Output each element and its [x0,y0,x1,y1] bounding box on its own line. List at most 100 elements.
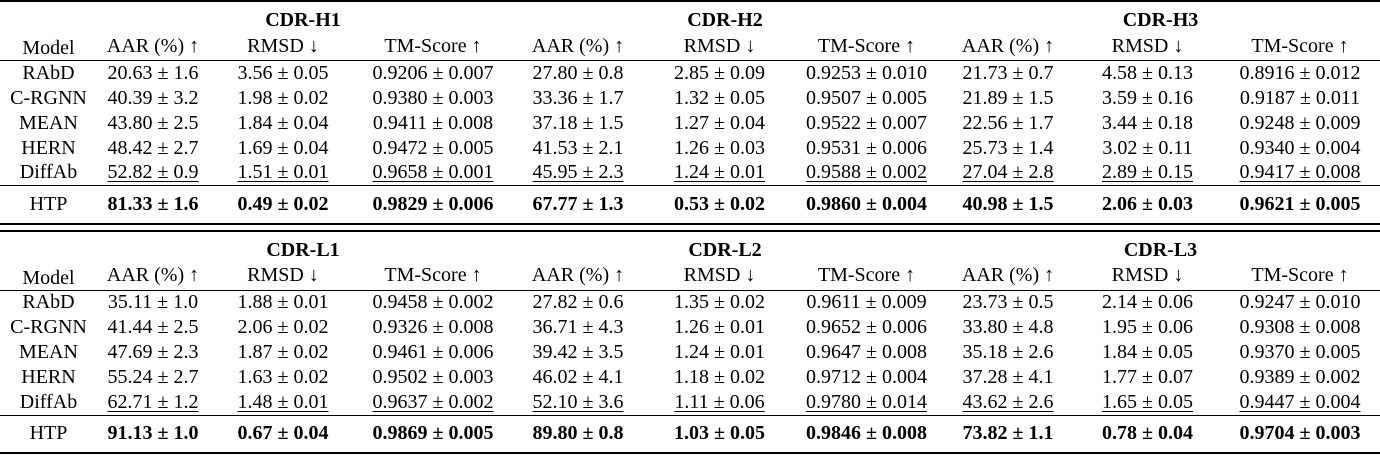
value-cell: 0.53 ± 0.02 [674,192,765,215]
value-cell: 3.56 ± 0.05 [237,61,329,84]
cdr-light-chain-table: Model CDR-L1 CDR-L2 CDR-L3 AAR (%) ↑ RMSD ↓ TM… [0,229,1380,454]
value-cell: 21.73 ± 0.7 [962,61,1054,84]
value-cell: 0.9370 ± 0.005 [1239,341,1361,363]
cdr-heavy-chain-table: Model CDR-H1 CDR-H2 CDR-H3 AAR (%) ↑ RMSD ↓ TM… [0,0,1380,225]
value-cell: 0.9780 ± 0.014 [806,390,927,413]
model-column-header: Model [22,37,75,59]
value-cell: 2.89 ± 0.15 [1102,161,1193,184]
cdr-group-header: CDR-H1 [265,9,341,31]
metric-column-header: RMSD ↓ [683,34,756,57]
value-cell: 81.33 ± 1.6 [107,192,199,215]
value-cell: 35.18 ± 2.6 [962,341,1054,363]
model-name-cell: HERN [21,136,76,159]
value-cell: 0.9380 ± 0.003 [372,86,494,109]
value-cell: 67.77 ± 1.3 [532,192,624,215]
value-cell: 0.9611 ± 0.009 [806,291,927,314]
metric-column-header: RMSD ↓ [247,34,319,57]
value-cell: 1.35 ± 0.02 [674,291,765,314]
metric-column-header: RMSD ↓ [1111,264,1184,286]
value-cell: 41.44 ± 2.5 [107,316,199,338]
value-cell: 1.98 ± 0.02 [237,86,329,109]
metric-column-header: AAR (%) ↑ [961,264,1055,286]
value-cell: 43.80 ± 2.5 [107,111,199,134]
value-cell: 0.9472 ± 0.005 [372,136,494,159]
table-row: HTP 81.33 ± 1.6 0.49 ± 0.02 0.9829 ± 0.006 6… [0,185,1380,224]
value-cell: 1.84 ± 0.05 [1102,341,1193,363]
value-cell: 52.10 ± 3.6 [532,390,624,413]
value-cell: 1.48 ± 0.01 [237,390,329,413]
value-cell: 40.39 ± 3.2 [107,86,199,109]
value-cell: 33.80 ± 4.8 [962,316,1054,338]
table-header: Model CDR-L1 CDR-L2 CDR-L3 AAR (%) ↑ RMSD ↓ TM… [0,231,1380,290]
value-cell: 89.80 ± 0.8 [532,422,624,445]
value-cell: 0.9389 ± 0.002 [1239,366,1361,388]
value-cell: 37.18 ± 1.5 [532,111,624,134]
value-cell: 1.03 ± 0.05 [674,422,765,445]
value-cell: 0.9340 ± 0.004 [1239,136,1361,159]
value-cell: 1.88 ± 0.01 [237,291,329,314]
value-cell: 0.67 ± 0.04 [237,422,329,445]
value-cell: 1.32 ± 0.05 [674,86,765,109]
model-column-header: Model [22,266,75,289]
table-row: DiffAb 52.82 ± 0.9 1.51 ± 0.01 0.9658 ± 0.0… [0,161,1380,186]
value-cell: 43.62 ± 2.6 [962,390,1054,413]
metric-header-row: AAR (%) ↑ RMSD ↓ TM-Score ↑ AAR (%) ↑ RMSD ↓… [0,32,1380,61]
value-cell: 35.11 ± 1.0 [107,291,199,314]
value-cell: 0.49 ± 0.02 [237,192,329,215]
value-cell: 0.9846 ± 0.008 [806,422,927,445]
value-cell: 0.9658 ± 0.001 [372,161,494,184]
value-cell: 2.06 ± 0.02 [237,316,329,338]
value-cell: 40.98 ± 1.5 [962,192,1054,215]
value-cell: 23.73 ± 0.5 [962,291,1054,314]
table-row: RAbD 35.11 ± 1.0 1.88 ± 0.01 0.9458 ± 0.002… [0,290,1380,315]
value-cell: 1.69 ± 0.04 [237,136,329,159]
metric-column-header: TM-Score ↑ [384,264,482,286]
metric-column-header: TM-Score ↑ [384,34,482,57]
value-cell: 47.69 ± 2.3 [107,341,199,363]
value-cell: 27.82 ± 0.6 [532,291,624,314]
value-cell: 0.8916 ± 0.012 [1239,61,1361,84]
model-name-cell: RAbD [22,61,75,84]
metric-column-header: TM-Score ↑ [817,34,916,57]
model-name-cell: DiffAb [19,390,78,413]
value-cell: 0.9411 ± 0.008 [372,111,494,134]
value-cell: 0.9507 ± 0.005 [806,86,927,109]
table-row: HTP 91.13 ± 1.0 0.67 ± 0.04 0.9869 ± 0.005 8… [0,415,1380,453]
value-cell: 1.51 ± 0.01 [237,161,329,184]
value-cell: 0.9326 ± 0.008 [372,316,494,338]
value-cell: 0.9869 ± 0.005 [372,422,494,445]
value-cell: 20.63 ± 1.6 [107,61,199,84]
value-cell: 0.9308 ± 0.008 [1239,316,1361,338]
cdr-group-header: CDR-L1 [266,238,340,261]
table-body: RAbD 20.63 ± 1.6 3.56 ± 0.05 0.9206 ± 0.007… [0,61,1380,224]
value-cell: 62.71 ± 1.2 [107,390,199,413]
value-cell: 21.89 ± 1.5 [962,86,1054,109]
group-header-row: Model CDR-H1 CDR-H2 CDR-H3 [0,1,1380,59]
value-cell: 25.73 ± 1.4 [962,136,1054,159]
metric-column-header: TM-Score ↑ [817,264,916,286]
value-cell: 2.06 ± 0.03 [1102,192,1193,215]
value-cell: 1.63 ± 0.02 [237,366,329,388]
value-cell: 1.24 ± 0.01 [674,341,765,363]
value-cell: 0.9860 ± 0.004 [806,192,927,215]
model-name-cell: DiffAb [19,161,78,184]
value-cell: 1.11 ± 0.06 [674,390,765,413]
paper-results-tables: Model CDR-H1 CDR-H2 CDR-H3 AAR (%) ↑ RMSD ↓ TM… [0,0,1380,454]
value-cell: 0.9704 ± 0.003 [1239,422,1361,445]
value-cell: 0.9253 ± 0.010 [806,61,927,84]
value-cell: 1.26 ± 0.03 [674,136,765,159]
value-cell: 0.9637 ± 0.002 [372,390,494,413]
metric-column-header: TM-Score ↑ [1251,34,1349,57]
value-cell: 2.14 ± 0.06 [1102,291,1193,314]
table-row: HERN 55.24 ± 2.7 1.63 ± 0.02 0.9502 ± 0.003… [0,365,1380,390]
group-header-row: Model CDR-L1 CDR-L2 CDR-L3 [0,231,1380,289]
cdr-group-header: CDR-L3 [1123,238,1198,261]
value-cell: 1.26 ± 0.01 [674,316,765,338]
value-cell: 0.9206 ± 0.007 [372,61,494,84]
model-name-cell: HTP [29,192,68,215]
value-cell: 73.82 ± 1.1 [962,422,1054,445]
value-cell: 46.02 ± 4.1 [532,366,624,388]
value-cell: 27.04 ± 2.8 [962,161,1054,184]
cdr-group-header: CDR-H3 [1122,9,1199,31]
metric-column-header: RMSD ↓ [683,264,756,286]
